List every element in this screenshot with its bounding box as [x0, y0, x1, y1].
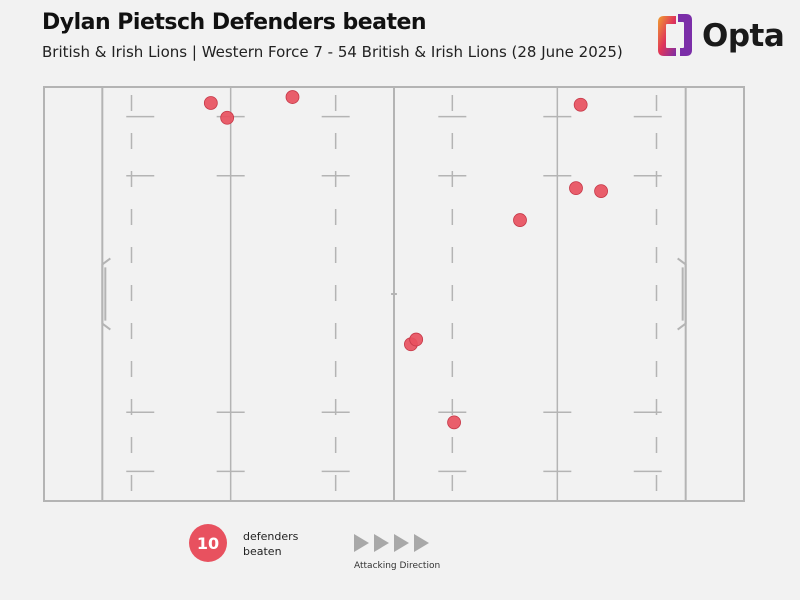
defender-beaten-point	[573, 97, 588, 112]
legend-count-marker: 10	[189, 524, 227, 562]
defender-beaten-point	[569, 181, 583, 196]
defender-beaten-point	[285, 90, 300, 104]
opta-logo-icon	[658, 14, 692, 56]
arrow-right-icon	[394, 534, 409, 552]
opta-logo: Opta	[654, 12, 785, 60]
arrow-right-icon	[374, 534, 389, 552]
legend-label-line2: beaten	[243, 545, 282, 558]
attacking-direction-arrows	[354, 534, 429, 552]
legend-label-line1: defenders	[243, 530, 299, 543]
goal-posts-right	[677, 257, 687, 331]
opta-logo-text: Opta	[702, 18, 785, 54]
chart-subtitle: British & Irish Lions | Western Force 7 …	[42, 43, 623, 61]
defender-beaten-point	[409, 332, 424, 347]
arrow-right-icon	[354, 534, 369, 552]
arrow-right-icon	[414, 534, 429, 552]
defender-beaten-point	[203, 96, 218, 110]
legend-count: 10	[196, 533, 220, 553]
chart-title: Dylan Pietsch Defenders beaten	[42, 10, 427, 35]
defender-beaten-point	[513, 213, 527, 227]
defender-beaten-point	[220, 110, 235, 125]
attacking-direction-label: Attacking Direction	[354, 561, 441, 571]
defender-beaten-point	[594, 184, 608, 198]
defender-beaten-point	[447, 415, 461, 430]
legend-label: defenders beaten	[243, 529, 298, 559]
goal-posts-left	[101, 257, 111, 331]
